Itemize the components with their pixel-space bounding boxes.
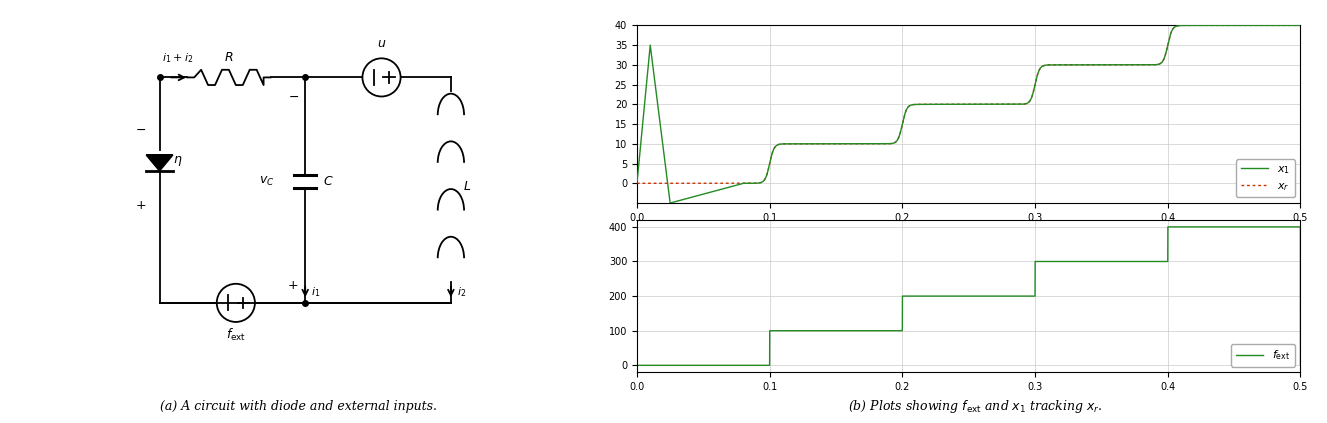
Text: $v_C$: $v_C$: [259, 175, 275, 188]
Text: $\eta$: $\eta$: [173, 154, 182, 168]
Text: $L$: $L$: [463, 180, 471, 193]
Text: (b) Plots showing $f_{\mathrm{ext}}$ and $x_1$ tracking $x_r$.: (b) Plots showing $f_{\mathrm{ext}}$ and…: [848, 398, 1103, 415]
Text: $f_{\mathrm{ext}}$: $f_{\mathrm{ext}}$: [226, 327, 245, 343]
Text: (a) A circuit with diode and external inputs.: (a) A circuit with diode and external in…: [161, 400, 437, 413]
Text: $-$: $-$: [135, 123, 146, 136]
Legend: $f_{\mathrm{ext}}$: $f_{\mathrm{ext}}$: [1231, 344, 1295, 367]
Text: $i_2$: $i_2$: [456, 285, 466, 299]
Polygon shape: [146, 155, 173, 171]
Text: $i_1$: $i_1$: [312, 285, 321, 299]
Text: $i_1 + i_2$: $i_1 + i_2$: [162, 52, 194, 65]
Text: $C$: $C$: [322, 175, 333, 188]
Text: $R$: $R$: [224, 51, 234, 64]
Text: $-$: $-$: [288, 90, 299, 103]
Text: $+$: $+$: [135, 199, 146, 212]
Text: $u$: $u$: [377, 37, 386, 49]
Legend: $x_1$, $x_r$: $x_1$, $x_r$: [1237, 159, 1295, 198]
Text: $+$: $+$: [288, 279, 299, 292]
